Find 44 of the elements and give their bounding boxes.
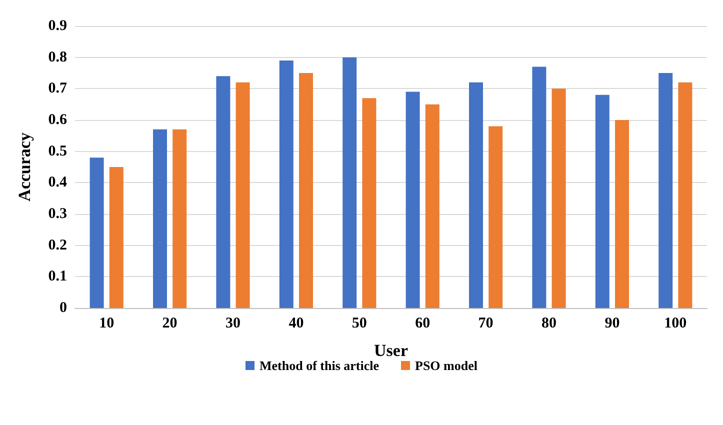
- y-tick-label: 0.4: [48, 174, 68, 191]
- y-tick-label: 0.7: [48, 80, 68, 97]
- bar: [216, 76, 230, 308]
- legend-label: PSO model: [415, 358, 478, 373]
- x-tick-label: 40: [288, 316, 304, 332]
- x-tick-label: 70: [478, 316, 494, 332]
- bar: [552, 88, 566, 308]
- y-tick-label: 0.3: [48, 206, 67, 222]
- bar: [342, 57, 357, 308]
- bar: [488, 126, 503, 308]
- bar: [532, 66, 546, 308]
- x-tick-label: 80: [542, 316, 556, 332]
- y-tick-label: 0.5: [48, 143, 67, 160]
- bar: [469, 82, 483, 308]
- x-tick-label: 20: [162, 316, 178, 332]
- y-tick-label: 0.9: [48, 18, 67, 34]
- bar: [678, 82, 692, 308]
- bar: [236, 82, 250, 308]
- bar: [172, 129, 187, 308]
- bar: [299, 73, 313, 308]
- bar: [90, 158, 104, 308]
- x-tick-label: 100: [664, 316, 687, 332]
- bar: [406, 92, 420, 308]
- y-tick-label: 0.1: [48, 268, 67, 285]
- y-tick-label: 0.8: [48, 49, 67, 66]
- legend-label: Method of this article: [260, 358, 380, 373]
- y-tick-label: 0.2: [48, 237, 67, 254]
- x-tick-label: 50: [352, 316, 367, 332]
- bar: [362, 98, 376, 308]
- bar: [425, 104, 440, 308]
- x-tick-label: 90: [604, 316, 620, 332]
- y-tick-label: 0: [60, 300, 67, 316]
- bar: [109, 167, 124, 308]
- y-tick-label: 0.6: [48, 112, 68, 128]
- x-tick-label: 60: [415, 316, 430, 332]
- y-axis-title: Accuracy: [15, 132, 34, 202]
- x-axis-title: User: [374, 341, 408, 360]
- x-tick-label: 30: [226, 316, 240, 332]
- bar: [279, 60, 294, 308]
- bar: [153, 129, 167, 308]
- bar: [615, 120, 629, 308]
- bar: [658, 73, 673, 308]
- bar: [595, 94, 610, 308]
- x-tick-label: 10: [99, 316, 114, 332]
